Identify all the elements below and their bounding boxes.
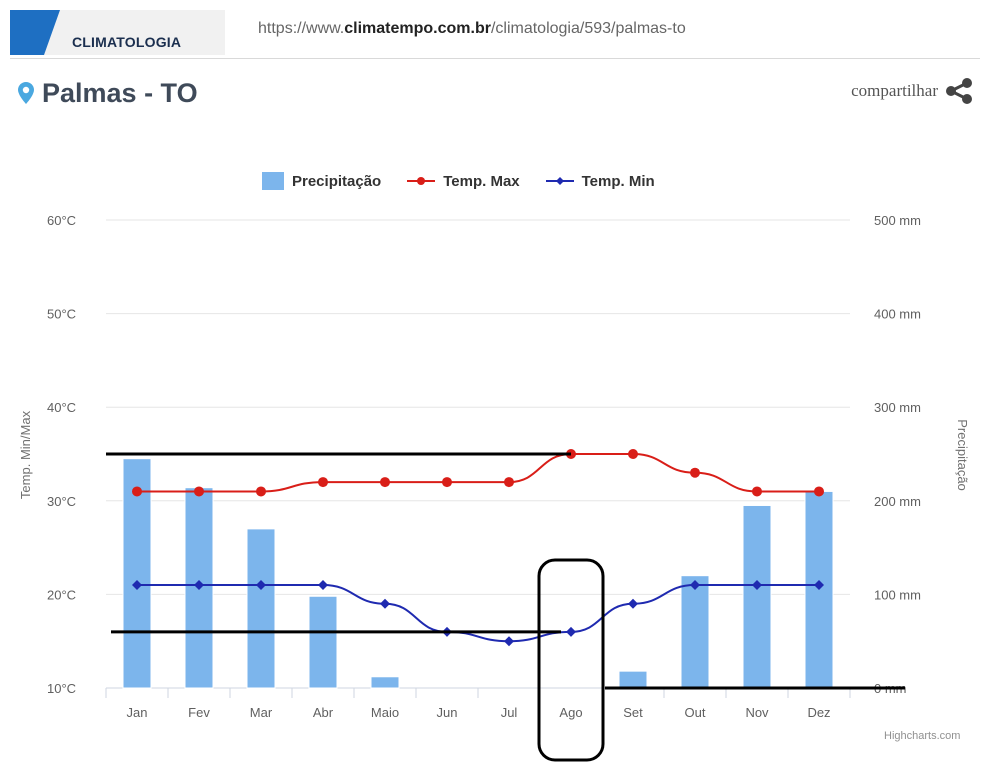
temp-min-point — [504, 636, 514, 647]
x-axis-tick-label: Mar — [250, 705, 273, 720]
left-axis-tick-label: 60°C — [47, 213, 76, 228]
precipitation-bar — [370, 676, 400, 689]
temp-max-point — [814, 486, 824, 497]
left-axis-tick-label: 20°C — [47, 587, 76, 602]
temp-max-point — [690, 467, 700, 478]
left-axis-tick-label: 30°C — [47, 494, 76, 509]
x-axis-tick-label: Jun — [437, 705, 458, 720]
tag-shape-icon — [10, 10, 60, 55]
legend-item-precipitation[interactable]: Precipitação — [262, 172, 381, 190]
temp-max-point — [442, 477, 452, 488]
legend-label-precipitation: Precipitação — [292, 172, 382, 190]
x-axis-tick-label: Fev — [188, 705, 210, 720]
temp-min-point — [814, 580, 824, 591]
temp-max-point — [256, 486, 266, 497]
temp-max-point — [628, 449, 638, 459]
x-axis-tick-label: Jan — [127, 705, 148, 720]
left-axis-tick-label: 50°C — [47, 307, 76, 322]
x-axis-tick-label: Ago — [559, 705, 582, 720]
url-prefix: https://www. — [258, 20, 345, 37]
x-axis-tick-label: Out — [685, 705, 706, 720]
precipitation-bar — [246, 528, 276, 689]
x-axis-tick-label: Set — [623, 705, 643, 720]
chart-legend: Precipitação Temp. Max Temp. Min — [262, 169, 681, 193]
precipitation-bar — [618, 670, 648, 689]
legend-line-swatch-max — [407, 177, 436, 185]
right-axis-tick-label: 400 mm — [874, 307, 921, 322]
temp-min-point — [256, 580, 266, 591]
left-axis-tick-label: 40°C — [47, 400, 76, 415]
temp-max-point — [752, 486, 762, 497]
legend-item-temp-max[interactable]: Temp. Max — [407, 172, 520, 190]
temp-max-point — [318, 477, 328, 488]
page-header: CLIMATOLOGIA https://www.climatempo.com.… — [0, 0, 988, 58]
temp-min-point — [132, 580, 142, 591]
temp-min-point — [566, 626, 576, 637]
precipitation-bar — [742, 504, 772, 689]
legend-label-temp-min: Temp. Min — [581, 172, 655, 190]
x-axis-tick-label: Nov — [745, 705, 769, 720]
temp-min-point — [752, 580, 762, 591]
x-axis-tick-label: Jul — [501, 705, 518, 720]
left-axis-title: Temp. Min/Max — [18, 410, 33, 499]
url-domain: climatempo.com.br — [344, 20, 491, 37]
legend-item-temp-min[interactable]: Temp. Min — [545, 172, 655, 190]
temp-max-point — [194, 486, 204, 497]
share-button[interactable]: compartilhar — [851, 76, 974, 106]
annotation-highlight-box — [537, 558, 605, 762]
temp-max-point — [504, 477, 514, 488]
section-tag: CLIMATOLOGIA — [10, 10, 225, 55]
temp-max-point — [132, 486, 142, 497]
right-axis-title: Precipitação — [955, 419, 970, 491]
share-icon — [946, 78, 972, 104]
temp-min-point — [690, 580, 700, 591]
location-pin-icon — [18, 82, 34, 104]
legend-line-swatch-min — [545, 177, 574, 185]
x-axis-tick-label: Maio — [371, 705, 399, 720]
header-divider — [10, 58, 980, 59]
legend-label-temp-max: Temp. Max — [443, 172, 520, 190]
x-axis-tick-label: Dez — [807, 705, 830, 720]
temp-min-point — [318, 580, 328, 591]
right-axis-tick-label: 300 mm — [874, 400, 921, 415]
precipitation-bar — [680, 575, 710, 689]
legend-bar-swatch — [262, 172, 284, 190]
precipitation-bar — [308, 595, 338, 689]
location-title: Palmas - TO — [18, 76, 198, 110]
location-name: Palmas - TO — [42, 77, 198, 108]
temp-max-line — [137, 452, 819, 493]
right-axis-tick-label: 200 mm — [874, 494, 921, 509]
precipitation-bar — [122, 458, 152, 689]
temp-min-point — [380, 598, 390, 609]
left-axis-tick-label: 10°C — [47, 681, 76, 696]
chart-credit[interactable]: Highcharts.com — [884, 730, 961, 742]
section-tag-label: CLIMATOLOGIA — [72, 34, 182, 50]
right-axis-tick-label: 100 mm — [874, 587, 921, 602]
share-label: compartilhar — [851, 81, 938, 100]
precipitation-bar — [804, 490, 834, 689]
temp-max-point — [380, 477, 390, 488]
x-axis-tick-label: Abr — [313, 705, 334, 720]
page-url[interactable]: https://www.climatempo.com.br/climatolog… — [258, 20, 686, 38]
temp-min-point — [194, 580, 204, 591]
url-path: /climatologia/593/palmas-to — [490, 20, 686, 37]
temp-min-point — [628, 598, 638, 609]
right-axis-tick-label: 500 mm — [874, 213, 921, 228]
